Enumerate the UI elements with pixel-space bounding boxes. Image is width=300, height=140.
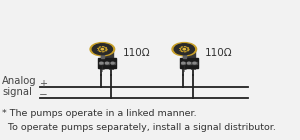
Text: −: −: [39, 90, 48, 100]
Circle shape: [101, 49, 104, 50]
Bar: [105, 62, 109, 64]
Circle shape: [183, 49, 185, 50]
Text: +: +: [40, 79, 47, 89]
Bar: [181, 62, 185, 64]
Bar: [111, 62, 115, 64]
Circle shape: [90, 43, 115, 56]
Text: To operate pumps separately, install a signal distributor.: To operate pumps separately, install a s…: [2, 123, 276, 132]
Circle shape: [98, 47, 107, 52]
Text: 110Ω: 110Ω: [205, 48, 232, 58]
Bar: [182, 49, 186, 58]
Circle shape: [193, 62, 196, 64]
Circle shape: [100, 62, 103, 64]
Circle shape: [182, 48, 187, 51]
Bar: [98, 58, 116, 68]
Text: +: +: [98, 65, 104, 74]
Circle shape: [172, 43, 196, 56]
Circle shape: [174, 44, 194, 55]
Text: Analog: Analog: [2, 76, 37, 86]
Text: 110Ω: 110Ω: [123, 48, 151, 58]
Bar: [193, 62, 196, 64]
Text: −: −: [190, 65, 196, 74]
Text: +: +: [180, 65, 187, 74]
Bar: [99, 62, 104, 64]
Circle shape: [100, 48, 105, 51]
Circle shape: [92, 44, 112, 55]
Text: * The pumps operate in a linked manner.: * The pumps operate in a linked manner.: [2, 109, 196, 118]
Circle shape: [182, 62, 185, 64]
Text: signal: signal: [2, 87, 32, 97]
Bar: [180, 58, 198, 68]
Bar: [100, 49, 113, 58]
Circle shape: [111, 62, 114, 64]
Circle shape: [180, 47, 189, 52]
Bar: [187, 62, 191, 64]
Bar: [182, 49, 195, 58]
Circle shape: [188, 62, 190, 64]
Circle shape: [105, 62, 109, 64]
Bar: [100, 49, 104, 58]
Text: −: −: [108, 65, 115, 74]
